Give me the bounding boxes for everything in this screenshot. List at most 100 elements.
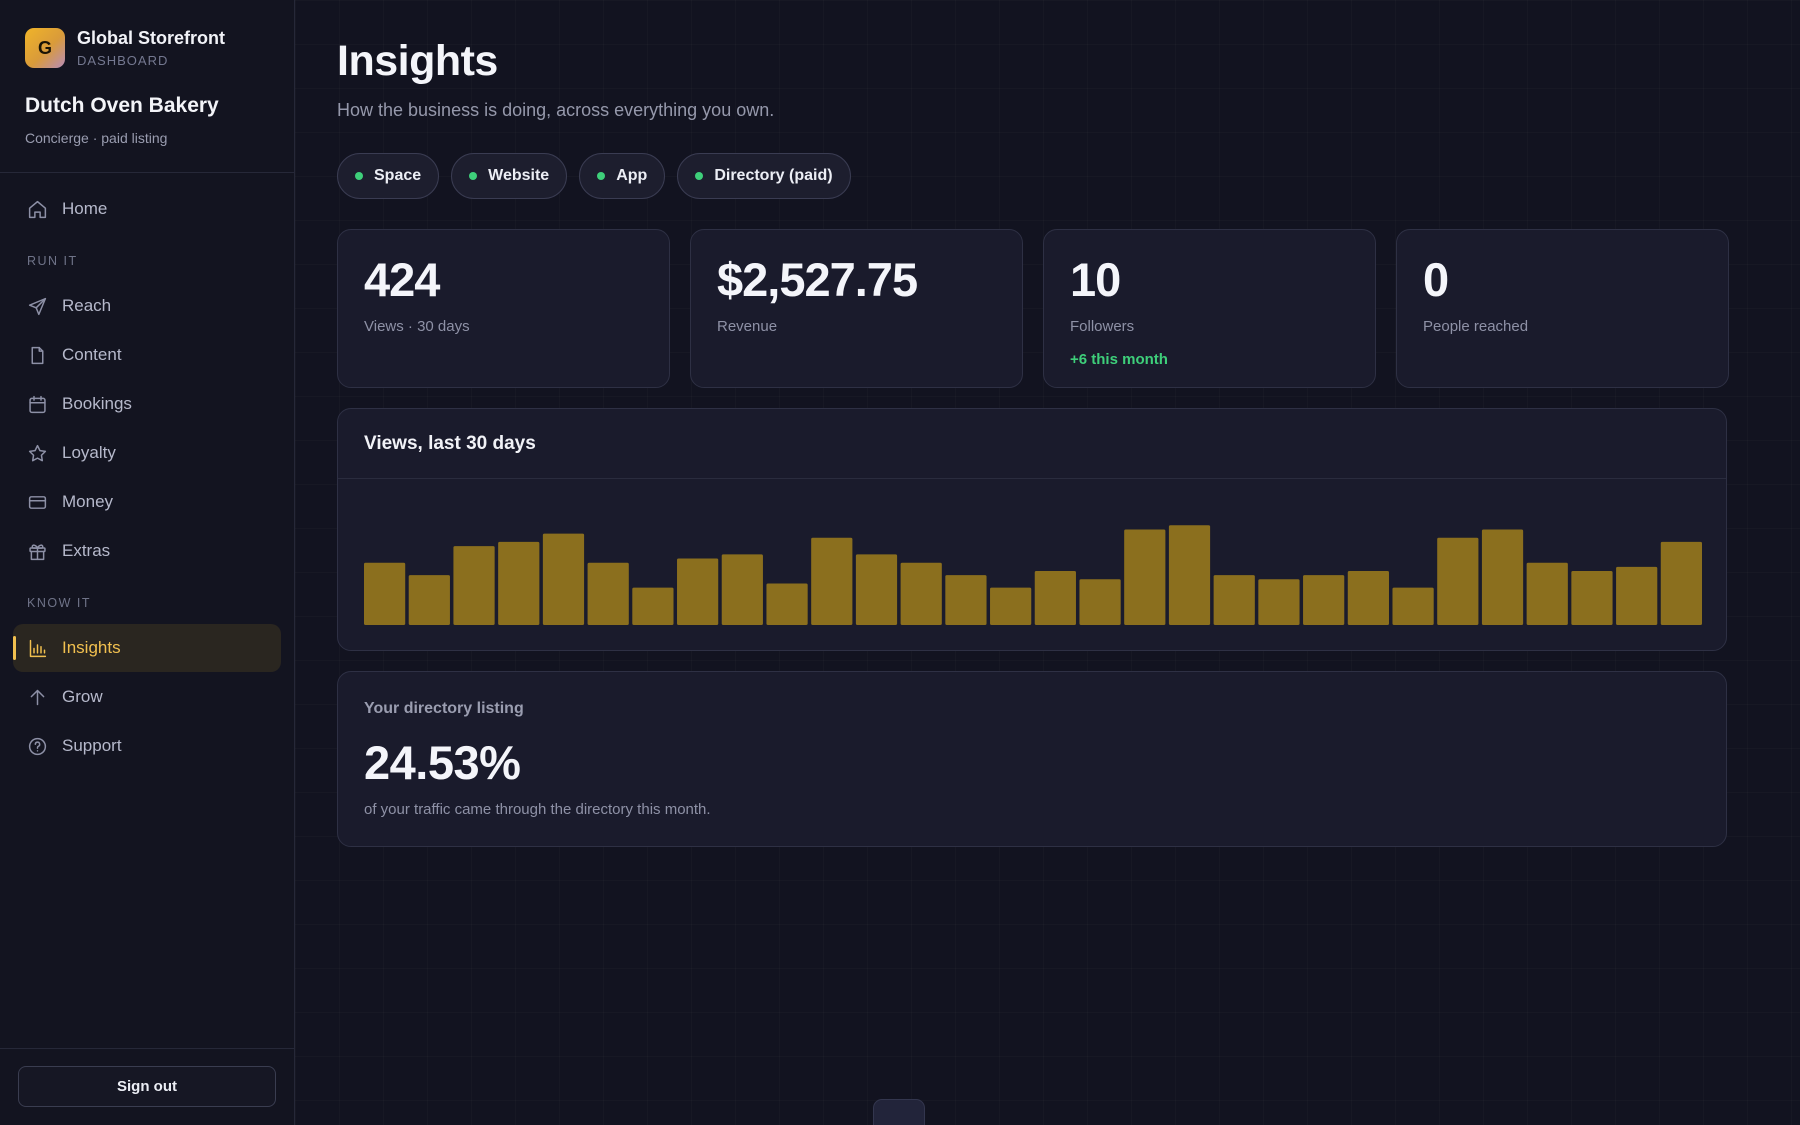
stat-card-followers: 10 Followers +6 this month (1043, 229, 1376, 388)
chart-bar-day-2 (408, 575, 450, 625)
chart-bar-day-6 (587, 562, 629, 625)
channel-chip-directory[interactable]: Directory (paid) (677, 153, 851, 199)
chart-title: Views, last 30 days (364, 433, 536, 454)
sidebar-item-bookings[interactable]: Bookings (13, 380, 281, 428)
brand-name: Global Storefront (77, 28, 225, 48)
stats-row: 424 Views · 30 days $2,527.75 Revenue 10… (337, 229, 1800, 388)
star-icon (28, 444, 47, 461)
views-bar-chart (364, 525, 1702, 625)
sidebar-item-home[interactable]: Home (13, 185, 281, 233)
chart-bar-day-11 (811, 537, 853, 625)
chart-bar-day-30 (1660, 541, 1702, 625)
chart-bar-day-3 (453, 546, 495, 625)
channel-chip-app[interactable]: App (579, 153, 666, 199)
stat-label: Followers (1070, 318, 1135, 335)
chart-bar-day-4 (498, 541, 540, 625)
business-info: Dutch Oven Bakery Concierge · paid listi… (0, 68, 294, 146)
chart-bar-day-20 (1213, 575, 1255, 625)
chart-bar-day-18 (1124, 529, 1166, 625)
sidebar-item-label: Bookings (62, 394, 132, 413)
sidebar-item-money[interactable]: Money (13, 478, 281, 526)
chart-bar-day-10 (766, 583, 808, 625)
main-content: Insights How the business is doing, acro… (295, 0, 1800, 1125)
page-subtitle: How the business is doing, across everyt… (337, 100, 775, 120)
gift-icon (29, 543, 46, 560)
views-chart-panel: Views, last 30 days (337, 408, 1727, 651)
sidebar-item-support[interactable]: Support (13, 722, 281, 770)
stat-label: Views · 30 days (364, 318, 470, 335)
brand: G Global Storefront DASHBOARD (0, 0, 294, 68)
chart-bar-day-27 (1526, 562, 1568, 625)
chart-bar-day-28 (1571, 571, 1613, 625)
sidebar-item-label: Insights (62, 638, 121, 657)
chart-area (338, 479, 1726, 650)
directory-listing-card: Your directory listing 24.53% of your tr… (337, 671, 1727, 847)
sidebar-nav: Home RUN IT Reach Content Bookings Loyal… (0, 173, 294, 771)
chart-bar-day-19 (1168, 525, 1211, 625)
stat-card-revenue: $2,527.75 Revenue (690, 229, 1023, 388)
panel-header: Views, last 30 days (338, 409, 1726, 479)
stat-label: Revenue (717, 318, 778, 335)
sidebar-item-label: Home (62, 199, 108, 218)
sidebar-item-label: Extras (62, 541, 111, 560)
home-icon (28, 200, 47, 218)
channel-chip-website[interactable]: Website (451, 153, 568, 199)
sidebar-item-label: Content (62, 345, 122, 364)
stat-card-views: 424 Views · 30 days (337, 229, 670, 388)
chart-bar-day-7 (632, 587, 674, 625)
stat-label: People reached (1423, 318, 1529, 335)
sidebar-item-label: Support (62, 736, 122, 755)
chart-bar-day-15 (990, 587, 1032, 625)
sidebar-item-label: Loyalty (62, 443, 116, 462)
credit-card-icon (28, 495, 47, 509)
directory-title: Your directory listing (364, 700, 524, 717)
sidebar-item-content[interactable]: Content (13, 331, 281, 379)
chart-bar-day-12 (855, 554, 898, 625)
chart-bar-day-24 (1392, 587, 1434, 625)
sidebar-item-loyalty[interactable]: Loyalty (13, 429, 281, 477)
chart-bar-day-29 (1616, 566, 1658, 625)
bar-chart-icon (29, 639, 47, 657)
sidebar-item-insights[interactable]: Insights (13, 624, 281, 672)
floating-handle[interactable] (873, 1099, 925, 1125)
sidebar-item-label: Grow (62, 687, 103, 706)
arrow-up-icon (30, 689, 45, 705)
chart-bar-day-13 (900, 562, 942, 625)
brand-subtitle: DASHBOARD (77, 53, 169, 68)
chart-bar-day-23 (1347, 571, 1389, 625)
stat-card-people-reached: 0 People reached (1396, 229, 1729, 388)
sidebar-item-reach[interactable]: Reach (13, 282, 281, 330)
channel-chip-space[interactable]: Space (337, 153, 440, 199)
nav-section-know-it: KNOW IT (27, 596, 91, 610)
chart-bar-day-17 (1079, 579, 1121, 625)
sidebar-item-extras[interactable]: Extras (13, 527, 281, 575)
chart-bar-day-21 (1258, 579, 1300, 625)
business-plan: Concierge · paid listing (25, 130, 168, 146)
sidebar-item-label: Money (62, 492, 114, 511)
sidebar-item-grow[interactable]: Grow (13, 673, 281, 721)
stat-value: $2,527.75 (717, 253, 918, 306)
channel-filters: Space Website App Directory (paid) (337, 153, 1800, 199)
brand-logo: G (25, 28, 65, 68)
help-circle-icon (28, 737, 47, 755)
chip-label: Website (488, 167, 550, 184)
status-dot (695, 172, 704, 180)
chart-bar-day-1 (364, 562, 406, 625)
directory-caption: of your traffic came through the directo… (364, 801, 711, 818)
directory-percentage: 24.53% (364, 736, 521, 789)
status-dot (355, 172, 363, 180)
stat-delta: +6 this month (1070, 351, 1168, 368)
status-dot (597, 172, 606, 180)
send-icon (28, 297, 47, 315)
chip-label: App (616, 167, 648, 184)
stat-value: 0 (1423, 253, 1449, 306)
chip-label: Directory (paid) (714, 167, 833, 184)
chart-bar-day-22 (1303, 575, 1345, 625)
status-dot (469, 172, 478, 180)
chart-bar-day-16 (1034, 571, 1076, 625)
chip-label: Space (374, 167, 422, 184)
sidebar-divider (0, 172, 294, 173)
page-title: Insights (337, 37, 498, 85)
sign-out-button[interactable]: Sign out (18, 1066, 276, 1107)
